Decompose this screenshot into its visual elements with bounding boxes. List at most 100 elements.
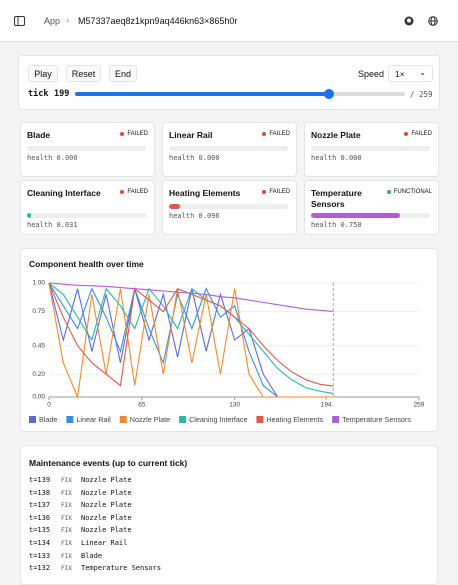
- y-tick-label: 0.75: [32, 308, 45, 315]
- event-component: Temperature Sensors: [81, 564, 162, 573]
- health-track: [311, 146, 430, 151]
- event-time: t=133: [29, 551, 51, 560]
- legend-label: Blade: [39, 415, 57, 424]
- component-card: Cleaning Interface FAILED health 0.031: [20, 180, 155, 235]
- play-button[interactable]: Play: [28, 65, 58, 82]
- health-label: health: [27, 154, 53, 162]
- legend-label: Linear Rail: [76, 415, 111, 424]
- breadcrumb[interactable]: App: [44, 16, 61, 26]
- event-row: t=134 FIX Linear Rail: [29, 539, 127, 547]
- health-label: health: [27, 221, 53, 229]
- event-time: t=135: [29, 526, 51, 535]
- component-name: Nozzle Plate: [311, 130, 361, 140]
- reset-button[interactable]: Reset: [66, 65, 101, 82]
- component-card: Temperature Sensors FUNCTIONAL health 0.75…: [304, 180, 439, 235]
- legend-swatch: [332, 416, 340, 423]
- health-value: 0.031: [56, 221, 78, 229]
- y-tick-label: 0.20: [32, 371, 45, 378]
- event-component: Nozzle Plate: [81, 501, 132, 510]
- legend-label: Heating Elements: [266, 415, 323, 424]
- status-badge: FAILED: [120, 189, 148, 195]
- sidebar-icon[interactable]: [14, 16, 25, 26]
- github-icon[interactable]: [404, 16, 414, 26]
- legend-swatch: [29, 416, 36, 423]
- event-row: t=135 FIX Nozzle Plate: [29, 526, 132, 534]
- health-track: [27, 213, 146, 218]
- status-text: FAILED: [269, 131, 290, 137]
- status-badge: FAILED: [262, 131, 290, 137]
- event-component: Nozzle Plate: [81, 488, 132, 497]
- event-action: FIX: [61, 540, 72, 547]
- health-label: health: [169, 154, 195, 162]
- component-card: Nozzle Plate FAILED health 0.000: [304, 122, 439, 177]
- status-text: FAILED: [411, 131, 432, 137]
- event-component: Linear Rail: [81, 539, 128, 547]
- tick-slider[interactable]: [75, 89, 405, 99]
- status-text: FAILED: [127, 189, 148, 195]
- status-dot: [262, 190, 267, 194]
- chart-title: Component health over time: [29, 259, 144, 269]
- component-card: Linear Rail FAILED health 0.000: [162, 122, 297, 177]
- chevron: ›: [66, 15, 69, 25]
- events-title: Maintenance events (up to current tick): [29, 458, 188, 468]
- component-name: Heating Elements: [169, 188, 241, 198]
- health-text: health 0.000: [311, 154, 362, 162]
- x-tick-label: 259: [414, 402, 425, 409]
- status-text: FUNCTIONAL: [393, 189, 432, 195]
- end-button[interactable]: End: [109, 65, 137, 82]
- health-text: health 0.750: [311, 221, 362, 229]
- tick-label: tick: [28, 89, 49, 99]
- event-row: t=132 FIX Temperature Sensors: [29, 564, 161, 572]
- health-label: health: [169, 212, 195, 220]
- legend-label: Cleaning Interface: [189, 415, 247, 424]
- event-action: FIX: [61, 477, 72, 484]
- health-value: 0.000: [340, 154, 362, 162]
- event-action: FIX: [61, 552, 72, 560]
- events-card: Maintenance events (up to current tick) …: [20, 445, 438, 585]
- status-dot: [404, 132, 409, 136]
- event-row: t=137 FIX Nozzle Plate: [29, 501, 132, 509]
- health-track: [27, 146, 146, 151]
- event-component: Nozzle Plate: [81, 513, 132, 522]
- speed-label: Speed: [358, 69, 385, 79]
- health-value: 0.000: [198, 154, 220, 162]
- y-tick-label: 0.00: [32, 394, 45, 401]
- health-track: [169, 146, 288, 151]
- event-action: FIX: [61, 489, 72, 497]
- status-dot: [120, 190, 125, 194]
- event-action: FIX: [61, 527, 72, 535]
- component-name: Blade: [27, 130, 51, 140]
- event-row: t=139 FIX Nozzle Plate: [29, 476, 132, 484]
- event-time: t=137: [29, 501, 51, 510]
- event-component: Blade: [81, 551, 103, 560]
- event-row: t=133 FIX Blade: [29, 552, 102, 560]
- globe-icon[interactable]: [428, 16, 438, 26]
- health-label: health: [311, 221, 337, 229]
- x-tick-label: 0: [47, 402, 51, 409]
- status-badge: FAILED: [262, 189, 290, 195]
- status-text: FAILED: [127, 131, 148, 137]
- status-dot: [386, 190, 391, 194]
- speed-value: 1×: [395, 69, 405, 79]
- event-row: t=138 FIX Nozzle Plate: [29, 489, 132, 497]
- tick-value: 199: [54, 89, 70, 99]
- event-action: FIX: [61, 565, 72, 573]
- legend-swatch: [66, 416, 74, 423]
- health-text: health 0.031: [27, 221, 78, 229]
- legend-swatch: [256, 416, 264, 423]
- component-name: Linear Rail: [169, 130, 213, 140]
- health-bar: [311, 213, 401, 218]
- top-bar: App › M57337aeq8z1kpn9aq446kn63×865h0r: [0, 0, 458, 42]
- event-time: t=139: [29, 476, 51, 484]
- event-component: Nozzle Plate: [81, 476, 132, 484]
- speed-select[interactable]: 1× ⌄: [388, 65, 433, 82]
- series-line: [48, 282, 334, 313]
- event-component: Nozzle Plate: [81, 526, 132, 535]
- legend-swatch: [119, 416, 127, 423]
- event-action: FIX: [61, 502, 72, 510]
- x-tick-label: 194: [321, 402, 332, 409]
- x-tick-label: 65: [138, 402, 146, 409]
- y-tick-label: 1.00: [32, 280, 45, 287]
- event-time: t=136: [29, 513, 51, 522]
- controls: Play Reset End Speed 1× ⌄ tick 199 / 259: [18, 55, 440, 110]
